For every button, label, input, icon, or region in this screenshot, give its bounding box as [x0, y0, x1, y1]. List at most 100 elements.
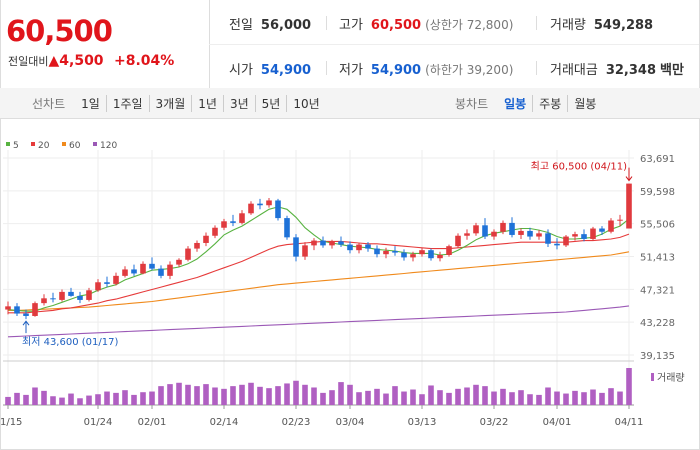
annotation-low: 최저 43,600 (01/17)	[22, 336, 118, 348]
tab-1d[interactable]: 1일	[81, 96, 100, 111]
annotation-low-arrowhead	[22, 320, 30, 326]
candle-body	[68, 291, 74, 296]
candle-body	[482, 225, 488, 237]
volume-bar	[581, 392, 587, 405]
x-tick-label: 03/22	[480, 417, 509, 428]
candle-body	[185, 248, 191, 260]
volume-bar	[23, 394, 29, 405]
volume-bar	[176, 382, 182, 405]
stat-label: 저가	[339, 63, 363, 78]
volume-bar	[5, 396, 11, 405]
candle-body	[374, 248, 380, 255]
candle-body	[50, 298, 56, 300]
candle-body	[275, 200, 281, 219]
candle-body	[41, 298, 47, 304]
volume-bar	[356, 392, 362, 405]
volume-bar	[284, 383, 290, 405]
candle-body	[140, 263, 146, 274]
tab-3y[interactable]: 3년	[222, 94, 255, 112]
candle-body	[464, 233, 470, 236]
volume-bar	[59, 397, 65, 405]
candle-body	[104, 282, 110, 284]
tab-weekly[interactable]: 주봉	[532, 94, 567, 112]
candle-body	[536, 233, 542, 237]
volume-bar	[158, 386, 164, 405]
volume-bar	[446, 392, 452, 405]
tab-5y[interactable]: 5년	[254, 94, 287, 112]
line-chart-tabs: 선차트 1일 1주일 3개월 1년 3년 5년 10년	[32, 88, 326, 118]
candle-body	[239, 213, 245, 223]
volume-bar	[257, 386, 263, 405]
x-tick-label: 04/11	[615, 417, 644, 428]
volume-bar	[86, 395, 92, 405]
volume-bar	[248, 382, 254, 405]
stat-value: 60,500	[370, 18, 422, 33]
candle-body	[581, 234, 587, 239]
y-tick-label: 39,135	[640, 351, 675, 362]
volume-legend-swatch	[651, 373, 654, 381]
tab-1y[interactable]: 1년	[191, 94, 223, 112]
volume-bar	[563, 393, 569, 405]
candle-body	[248, 203, 254, 214]
tab-3m[interactable]: 3개월	[148, 94, 192, 112]
candle-body	[122, 269, 128, 276]
volume-bar	[491, 391, 497, 405]
candle-body	[113, 275, 119, 284]
candle-body	[518, 230, 524, 235]
candle-body	[257, 203, 263, 206]
candle-body	[194, 242, 200, 249]
price-change: 전일대비▲4,500 +8.04%	[8, 53, 174, 69]
ma60-line	[8, 251, 630, 311]
candle-body	[176, 259, 182, 265]
volume-bar	[482, 386, 488, 405]
y-tick-label: 47,321	[640, 285, 675, 296]
legend-swatch	[62, 142, 66, 146]
tab-daily[interactable]: 일봉	[504, 96, 527, 111]
stat-amount: 거래대금 32,348 백만	[550, 59, 684, 78]
candle-body	[473, 225, 479, 234]
candle-body	[383, 250, 389, 255]
tab-1w[interactable]: 1주일	[105, 94, 149, 112]
y-tick-label: 51,413	[640, 253, 675, 264]
volume-bar	[365, 390, 371, 405]
volume-bar	[329, 390, 335, 405]
legend-label: 120	[100, 141, 117, 151]
candle-body	[311, 240, 317, 246]
volume-bar	[401, 391, 407, 405]
volume-bar	[77, 398, 83, 405]
legend-swatch	[31, 142, 35, 146]
tab-monthly[interactable]: 월봉	[567, 94, 602, 112]
volume-bar	[527, 394, 533, 405]
up-arrow-icon: ▲	[48, 53, 60, 69]
candle-body	[302, 245, 308, 257]
volume-label: 거래량	[657, 372, 685, 384]
stat-label: 거래량	[550, 18, 586, 33]
candle-body	[167, 264, 173, 276]
volume-bar	[338, 382, 344, 405]
candle-body	[293, 237, 299, 257]
candle-body	[32, 303, 38, 316]
volume-bar	[500, 388, 506, 405]
candle-body	[527, 230, 533, 237]
volume-bar	[536, 394, 542, 405]
volume-bar	[518, 390, 524, 405]
lower-limit: (하한가 39,200)	[425, 63, 514, 77]
y-tick-label: 63,691	[640, 154, 675, 165]
volume-bar	[185, 384, 191, 405]
volume-bar	[122, 390, 128, 405]
volume-bar	[293, 380, 299, 405]
volume-bar	[311, 387, 317, 405]
candle-body	[545, 233, 551, 244]
tab-10y[interactable]: 10년	[286, 94, 325, 112]
quote-summary-panel: 60,500 전일대비▲4,500 +8.04% 전일 56,000 고가 60,5…	[0, 0, 700, 89]
volume-bar	[554, 391, 560, 405]
candle-body	[572, 234, 578, 237]
stat-volume: 거래량 549,288	[550, 14, 653, 33]
candle-body	[401, 252, 407, 258]
stat-label: 고가	[339, 18, 363, 33]
candle-body	[590, 228, 596, 239]
legend-label: 20	[38, 141, 50, 151]
volume-bar	[509, 392, 515, 405]
candle-body	[347, 244, 353, 251]
volume-bar	[14, 392, 20, 405]
